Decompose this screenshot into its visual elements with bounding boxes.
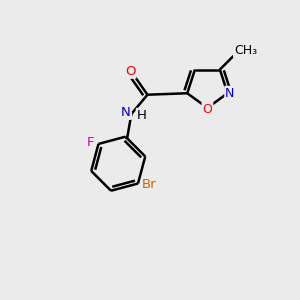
Text: N: N <box>225 87 235 100</box>
Text: O: O <box>202 103 212 116</box>
Text: CH₃: CH₃ <box>234 44 257 57</box>
Text: H: H <box>137 109 147 122</box>
Text: Br: Br <box>142 178 157 191</box>
Text: O: O <box>125 65 136 78</box>
Text: N: N <box>121 106 131 119</box>
Text: F: F <box>86 136 94 149</box>
